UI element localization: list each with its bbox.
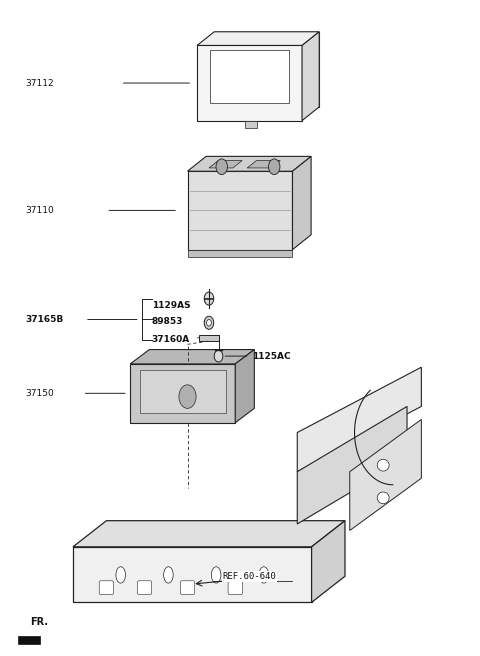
Text: FR.: FR. (30, 617, 48, 627)
Polygon shape (73, 521, 345, 547)
Text: 37165B: 37165B (25, 315, 63, 324)
Ellipse shape (116, 567, 125, 583)
Polygon shape (197, 45, 302, 121)
Polygon shape (188, 171, 292, 250)
Ellipse shape (164, 567, 173, 583)
Text: 37110: 37110 (25, 206, 54, 215)
Text: 37160A: 37160A (152, 335, 190, 344)
Polygon shape (199, 335, 218, 341)
Polygon shape (188, 156, 311, 171)
Circle shape (216, 159, 228, 174)
Polygon shape (312, 521, 345, 602)
Polygon shape (350, 419, 421, 531)
Polygon shape (209, 161, 242, 168)
Ellipse shape (259, 567, 269, 583)
Circle shape (214, 350, 223, 362)
Polygon shape (292, 156, 311, 250)
Polygon shape (188, 250, 292, 257)
Text: 1125AC: 1125AC (252, 352, 290, 361)
Polygon shape (247, 161, 280, 168)
Polygon shape (297, 406, 407, 524)
Polygon shape (140, 371, 226, 413)
Text: 1129AS: 1129AS (152, 300, 191, 310)
Polygon shape (235, 350, 254, 422)
Ellipse shape (377, 459, 389, 471)
Polygon shape (197, 31, 319, 45)
Circle shape (206, 319, 211, 326)
Polygon shape (210, 51, 289, 103)
Circle shape (268, 159, 280, 174)
Polygon shape (245, 121, 257, 129)
Polygon shape (73, 547, 312, 602)
Polygon shape (130, 364, 235, 422)
Text: 89853: 89853 (152, 317, 183, 326)
Polygon shape (214, 31, 319, 107)
Ellipse shape (377, 492, 389, 504)
Circle shape (204, 316, 214, 329)
Circle shape (179, 385, 196, 408)
Polygon shape (302, 31, 319, 121)
Text: 37112: 37112 (25, 79, 54, 87)
Circle shape (204, 292, 214, 305)
Polygon shape (297, 367, 421, 472)
FancyBboxPatch shape (99, 581, 114, 594)
Ellipse shape (211, 567, 221, 583)
Text: REF.60-640: REF.60-640 (223, 572, 276, 581)
Polygon shape (18, 636, 39, 644)
FancyBboxPatch shape (180, 581, 195, 594)
Polygon shape (130, 350, 254, 364)
Text: 37150: 37150 (25, 389, 54, 398)
FancyBboxPatch shape (228, 581, 242, 594)
FancyBboxPatch shape (137, 581, 152, 594)
